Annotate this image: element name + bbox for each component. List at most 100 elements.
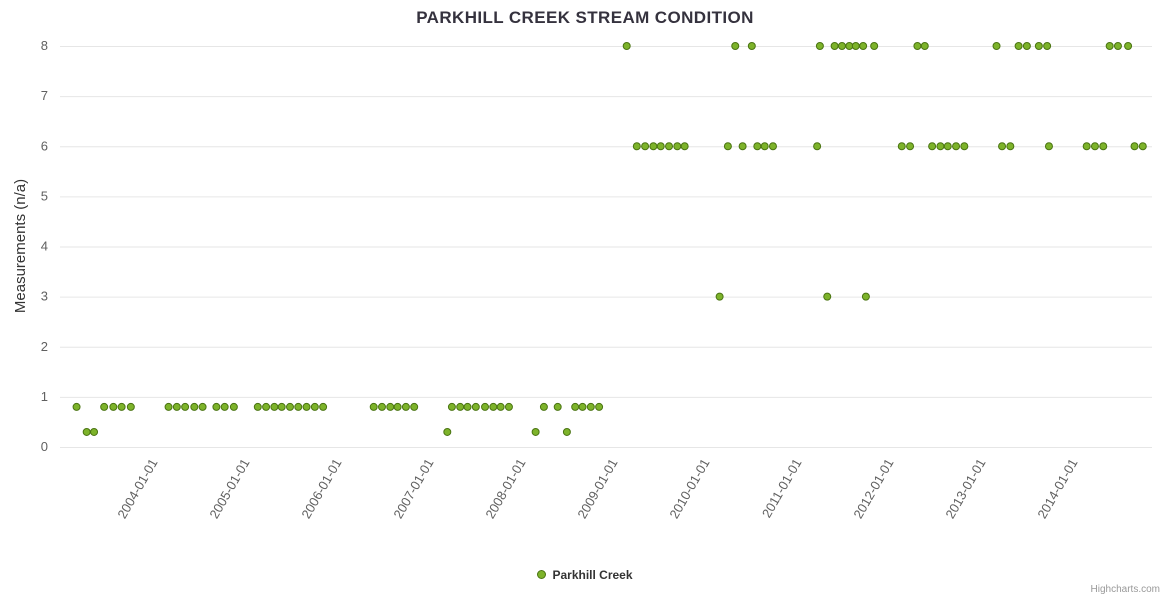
data-point[interactable] <box>859 42 868 50</box>
data-point[interactable] <box>302 402 311 411</box>
data-point[interactable] <box>823 292 832 301</box>
data-point[interactable] <box>285 402 294 411</box>
data-point[interactable] <box>1044 142 1053 151</box>
data-point[interactable] <box>117 402 126 411</box>
data-point[interactable] <box>410 402 419 411</box>
data-point[interactable] <box>680 142 689 151</box>
data-point[interactable] <box>198 402 207 411</box>
data-point[interactable] <box>539 402 548 411</box>
data-point[interactable] <box>830 42 839 50</box>
data-point[interactable] <box>622 42 631 50</box>
data-point[interactable] <box>481 402 490 411</box>
data-point[interactable] <box>851 42 860 50</box>
data-point[interactable] <box>813 142 822 151</box>
data-point[interactable] <box>1006 142 1015 151</box>
data-point[interactable] <box>82 427 91 436</box>
legend-item-parkhill-creek[interactable]: Parkhill Creek <box>0 567 1170 582</box>
data-point[interactable] <box>562 427 571 436</box>
data-point[interactable] <box>1034 42 1043 50</box>
data-point[interactable] <box>960 142 969 151</box>
x-tick-label: 2012-01-01 <box>850 456 896 521</box>
data-point[interactable] <box>172 402 181 411</box>
data-point[interactable] <box>837 42 846 50</box>
data-point[interactable] <box>1138 142 1147 151</box>
data-point[interactable] <box>319 402 328 411</box>
data-point[interactable] <box>496 402 505 411</box>
data-point[interactable] <box>936 142 945 151</box>
data-point[interactable] <box>815 42 824 50</box>
data-point[interactable] <box>649 142 658 151</box>
data-point[interactable] <box>72 402 81 411</box>
data-point[interactable] <box>952 142 961 151</box>
data-point[interactable] <box>393 402 402 411</box>
data-point[interactable] <box>641 142 650 151</box>
data-point[interactable] <box>212 402 221 411</box>
data-point[interactable] <box>253 402 262 411</box>
data-point[interactable] <box>553 402 562 411</box>
data-point[interactable] <box>386 402 395 411</box>
data-point[interactable] <box>294 402 303 411</box>
data-point[interactable] <box>310 402 319 411</box>
data-point[interactable] <box>109 402 118 411</box>
data-point[interactable] <box>992 42 1001 50</box>
data-point[interactable] <box>377 402 386 411</box>
data-point[interactable] <box>1105 42 1114 50</box>
data-point[interactable] <box>270 402 279 411</box>
data-point[interactable] <box>998 142 1007 151</box>
data-point[interactable] <box>760 142 769 151</box>
data-point[interactable] <box>571 402 580 411</box>
data-point[interactable] <box>1022 42 1031 50</box>
data-point[interactable] <box>126 402 135 411</box>
data-point[interactable] <box>747 42 756 50</box>
data-point[interactable] <box>531 427 540 436</box>
data-point[interactable] <box>262 402 271 411</box>
data-point[interactable] <box>1014 42 1023 50</box>
data-point[interactable] <box>489 402 498 411</box>
data-point[interactable] <box>1124 42 1133 50</box>
data-point[interactable] <box>1099 142 1108 151</box>
data-point[interactable] <box>463 402 472 411</box>
data-point[interactable] <box>504 402 513 411</box>
data-point[interactable] <box>738 142 747 151</box>
data-point[interactable] <box>164 402 173 411</box>
data-point[interactable] <box>181 402 190 411</box>
data-point[interactable] <box>632 142 641 151</box>
data-point[interactable] <box>1130 142 1139 151</box>
data-point[interactable] <box>595 402 604 411</box>
data-point[interactable] <box>229 402 238 411</box>
data-point[interactable] <box>715 292 724 301</box>
data-point[interactable] <box>1082 142 1091 151</box>
data-point[interactable] <box>401 402 410 411</box>
data-point[interactable] <box>586 402 595 411</box>
data-point[interactable] <box>673 142 682 151</box>
data-point[interactable] <box>277 402 286 411</box>
data-point[interactable] <box>731 42 740 50</box>
data-point[interactable] <box>753 142 762 151</box>
data-point[interactable] <box>369 402 378 411</box>
data-point[interactable] <box>768 142 777 151</box>
data-point[interactable] <box>913 42 922 50</box>
data-point[interactable] <box>578 402 587 411</box>
data-point[interactable] <box>100 402 109 411</box>
data-point[interactable] <box>471 402 480 411</box>
data-point[interactable] <box>897 142 906 151</box>
data-point[interactable] <box>456 402 465 411</box>
data-point[interactable] <box>943 142 952 151</box>
data-point[interactable] <box>190 402 199 411</box>
data-point[interactable] <box>906 142 915 151</box>
data-point[interactable] <box>1090 142 1099 151</box>
data-point[interactable] <box>928 142 937 151</box>
data-point[interactable] <box>220 402 229 411</box>
data-point[interactable] <box>90 427 99 436</box>
data-point[interactable] <box>1113 42 1122 50</box>
data-point[interactable] <box>665 142 674 151</box>
data-point[interactable] <box>920 42 929 50</box>
data-point[interactable] <box>443 427 452 436</box>
data-point[interactable] <box>723 142 732 151</box>
highcharts-credit[interactable]: Highcharts.com <box>1090 584 1160 595</box>
data-point[interactable] <box>1043 42 1052 50</box>
data-point[interactable] <box>861 292 870 301</box>
data-point[interactable] <box>447 402 456 411</box>
data-point[interactable] <box>870 42 879 50</box>
data-point[interactable] <box>656 142 665 151</box>
